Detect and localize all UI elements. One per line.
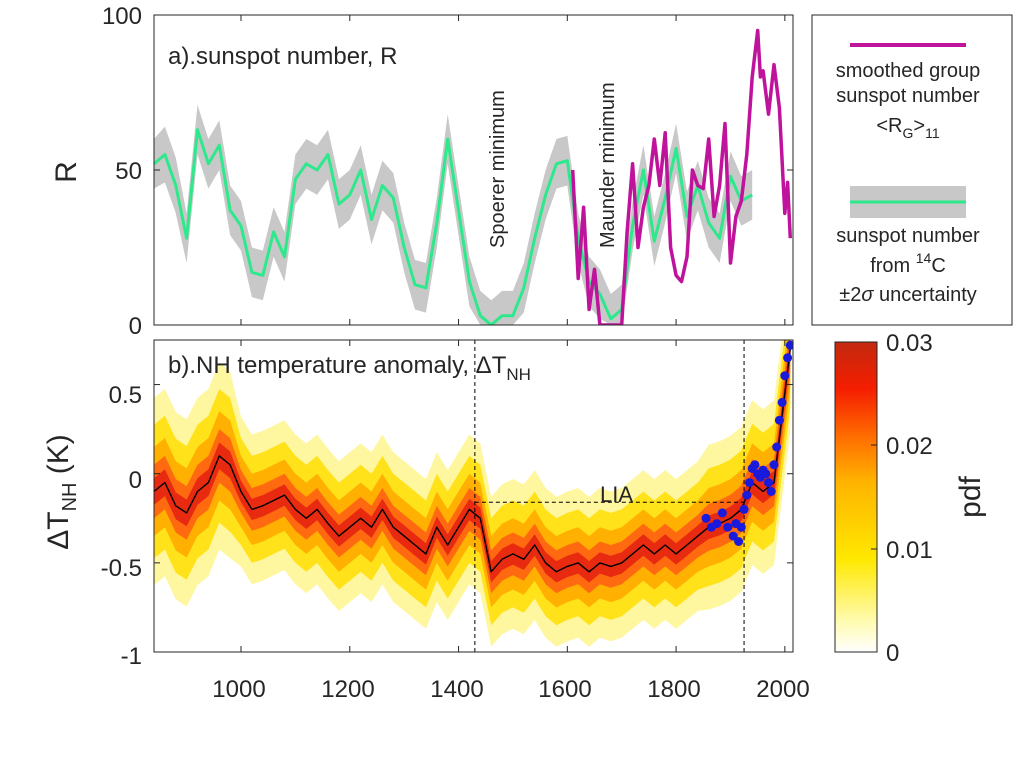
x-tick-label: 1400 xyxy=(430,676,483,703)
instrumental-point xyxy=(769,460,779,470)
colorbar-tick-label: 0 xyxy=(886,640,899,667)
legend-label: ±2σ uncertainty xyxy=(839,284,977,306)
legend-label: smoothed group xyxy=(836,60,981,82)
spoerer-minimum-label: Spoerer minimum xyxy=(487,90,509,248)
x-tick-label: 1200 xyxy=(321,676,374,703)
group-sunspot-line xyxy=(570,28,793,325)
instrumental-point xyxy=(772,442,782,452)
y-tick-label: 100 xyxy=(102,3,142,30)
y-tick-label: -0.5 xyxy=(101,555,142,582)
x-tick-label: 1600 xyxy=(538,676,591,703)
x-tick-label: 2000 xyxy=(756,676,809,703)
panel-b-ticks xyxy=(154,340,793,653)
colorbar-tick-label: 0.02 xyxy=(886,433,933,460)
instrumental-point xyxy=(736,522,746,532)
legend-label: <RG>11 xyxy=(876,115,939,141)
uncertainty-band xyxy=(154,104,753,325)
instrumental-point xyxy=(712,519,722,529)
panel-title: a).sunspot number, R xyxy=(168,43,397,70)
pdf-band-peak xyxy=(154,340,791,583)
y-tick-label: 50 xyxy=(115,158,142,185)
legend: smoothed group sunspot number <RG>11 sun… xyxy=(811,14,1013,326)
legend-frame xyxy=(811,14,1013,326)
reconstruction-line xyxy=(154,348,791,573)
instrumental-point xyxy=(761,469,771,479)
panel-b: 0.5 0 -0.5 -1 1000 1200 1400 1600 1800 2… xyxy=(42,339,810,703)
panel-a: 100 50 0 R a).sunspot number, R Spoerer … xyxy=(50,3,794,340)
sunspot-14c-line xyxy=(154,128,753,325)
instrumental-point xyxy=(750,460,760,470)
panel-b-plot xyxy=(154,340,793,652)
y-tick-label: 0 xyxy=(129,313,142,340)
legend-label: sunspot number xyxy=(836,85,980,107)
instrumental-point xyxy=(766,487,776,496)
x-tick-label: 1000 xyxy=(212,676,265,703)
y-tick-label: 0.5 xyxy=(109,382,142,409)
legend-label: from 14C xyxy=(870,250,946,277)
y-axis-label: ΔTNH (K) xyxy=(42,434,81,550)
instrumental-point xyxy=(745,478,754,488)
instrumental-point xyxy=(785,340,793,350)
y-axis-label: R xyxy=(50,161,83,183)
maunder-minimum-label: Maunder minimum xyxy=(597,82,619,248)
instrumental-point xyxy=(739,504,749,514)
panel-b-frame xyxy=(153,339,794,653)
instrumental-point xyxy=(780,371,790,381)
x-tick-label: 1800 xyxy=(647,676,700,703)
colorbar-gradient xyxy=(834,341,878,653)
y-tick-label: -1 xyxy=(121,643,142,670)
instrumental-point xyxy=(717,508,727,518)
instrumental-series xyxy=(701,340,793,546)
instrumental-point xyxy=(742,490,752,500)
instrumental-point xyxy=(764,478,773,488)
instrumental-point xyxy=(701,513,711,523)
panel-a-plot xyxy=(154,28,793,325)
legend-label: sunspot number xyxy=(836,225,980,247)
instrumental-point xyxy=(723,522,733,532)
panel-title: b).NH temperature anomaly, ΔTNH xyxy=(168,352,531,384)
y-tick-label: 0 xyxy=(129,467,142,494)
pdf-band-core xyxy=(154,340,791,594)
instrumental-point xyxy=(783,353,793,363)
colorbar-label: pdf xyxy=(954,475,987,517)
lia-label: LIA xyxy=(600,482,633,507)
instrumental-point xyxy=(774,415,784,425)
colorbar-tick-label: 0.03 xyxy=(886,330,933,357)
instrumental-point xyxy=(777,397,787,407)
panel-a-ticks xyxy=(154,14,793,326)
colorbar: 0.03 0.02 0.01 0 pdf xyxy=(834,330,987,667)
colorbar-tick-label: 0.01 xyxy=(886,537,933,564)
instrumental-point xyxy=(734,537,744,546)
